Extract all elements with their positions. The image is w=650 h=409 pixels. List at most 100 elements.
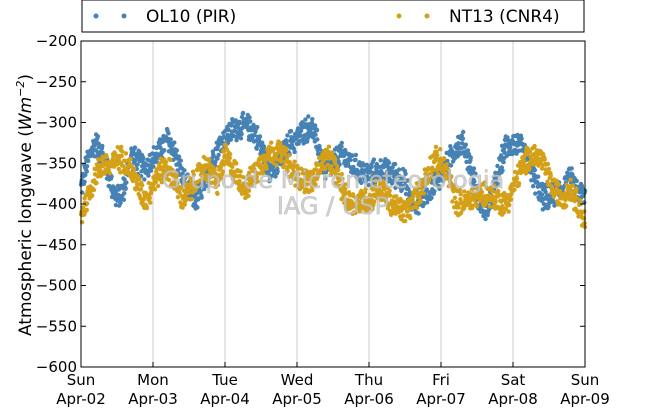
series-0-point [371,157,377,162]
series-0-point [255,124,260,130]
series-0-point [539,192,545,197]
y-tick-label: −500 [36,277,77,295]
series-0-point [201,181,206,186]
series-1-point [394,194,399,199]
series-1-point [168,157,173,163]
series-1-point [285,168,290,174]
series-1-point [435,171,441,177]
series-1-point [363,187,368,192]
series-1-point [94,180,99,186]
series-0-point [158,145,163,151]
series-0-point [132,145,138,150]
x-tick-label-day: Wed [281,371,314,389]
series-0-point [284,140,289,145]
series-0-point [348,157,353,163]
series-1-point [175,181,180,186]
series-1-point [144,205,150,211]
series-1-point [343,182,348,187]
series-1-point [421,191,427,196]
series-1-point [413,190,418,195]
series-0-point [270,165,276,170]
series-0-point [195,205,200,210]
series-0-point [168,137,173,142]
series-0-point [373,175,378,180]
series-1-point [81,205,86,210]
series-1-point [546,166,552,172]
series-0-point [501,147,507,152]
series-0-point [124,180,129,185]
series-1-point [255,179,260,184]
series-1-point [554,178,560,184]
series-0-point [359,180,364,185]
series-1-point [246,193,251,199]
legend-marker-ol10-b [121,13,127,19]
series-1-point [221,149,226,154]
series-1-point [157,172,163,178]
series-1-point [292,159,297,164]
series-1-point [123,151,129,156]
series-0-point [229,123,234,128]
series-1-point [191,172,196,177]
series-0-point [366,182,371,188]
series-1-point [578,198,583,203]
series-0-point [461,129,466,135]
series-0-point [303,117,308,122]
series-0-point [257,134,263,139]
series-1-point [198,178,203,183]
series-1-point [357,209,362,214]
watermark-line2: IAG / USP [277,192,389,220]
series-0-point [313,132,318,137]
series-0-point [172,140,177,145]
series-0-point [342,147,348,153]
series-0-point [464,159,469,165]
series-1-point [523,171,529,176]
series-0-point [502,150,507,155]
series-1-point [487,193,492,198]
series-0-point [460,136,466,141]
series-0-point [310,117,315,122]
x-axis: SunApr-02MonApr-03TueApr-04WedApr-05ThuA… [56,362,610,408]
series-0-point [141,156,146,161]
series-1-point [204,178,210,183]
series-1-point [441,156,447,161]
legend-marker-ol10 [93,13,99,19]
series-0-point [198,189,203,194]
series-1-point [522,159,527,164]
series-0-point [507,145,513,150]
series-1-point [418,199,423,204]
series-1-point [383,195,389,201]
series-1-point [323,166,328,172]
series-0-point [500,168,505,173]
series-1-point [433,144,439,150]
series-1-point [260,171,266,176]
series-0-point [313,123,318,128]
series-1-point [527,166,532,171]
series-1-point [215,191,220,196]
series-0-point [193,194,198,199]
series-0-point [339,144,344,149]
series-0-point [445,158,450,164]
series-1-point [224,147,230,152]
x-tick-label-date: Apr-05 [272,390,322,408]
series-1-point [479,190,485,195]
series-1-point [492,183,497,188]
data-points [78,110,588,230]
series-0-point [416,211,421,216]
x-tick-label-date: Apr-09 [560,390,610,408]
series-1-point [573,189,579,194]
series-1-point [104,154,109,160]
series-0-point [406,187,411,192]
x-tick-label-day: Sun [67,371,96,389]
series-1-point [247,170,252,175]
series-1-point [207,157,212,162]
series-1-point [373,184,378,189]
series-1-point [218,175,224,180]
series-0-point [182,168,187,173]
series-1-point [209,174,215,179]
series-1-point [452,195,458,200]
series-0-point [296,126,301,131]
series-0-point [469,172,474,177]
series-0-point [185,172,190,177]
series-0-point [499,143,505,148]
series-0-point [204,183,210,189]
